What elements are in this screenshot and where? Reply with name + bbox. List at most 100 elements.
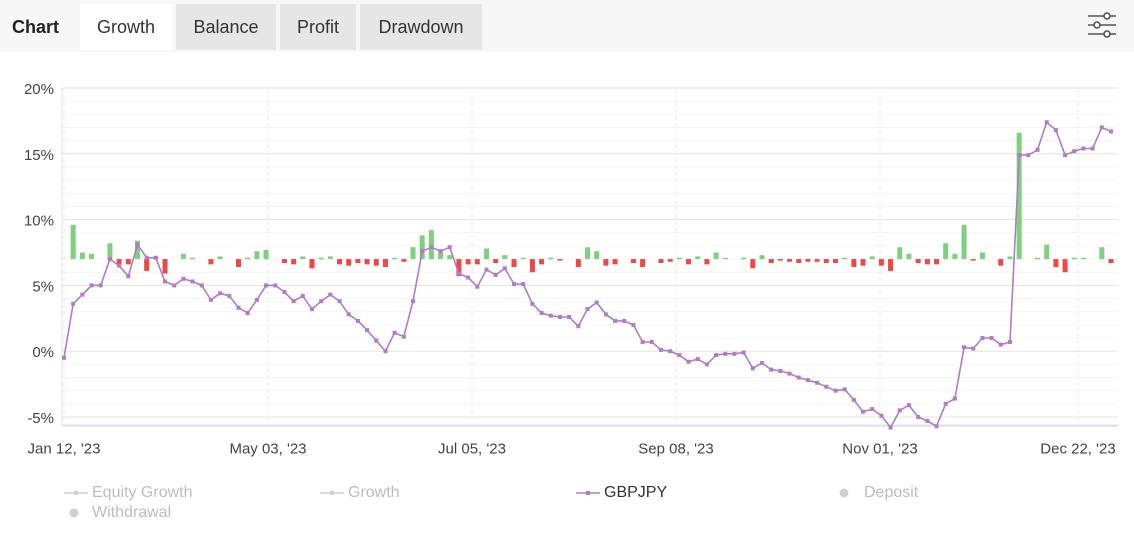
data-point <box>135 242 140 247</box>
legend-label: GBPJPY <box>604 484 668 501</box>
data-point <box>401 334 406 339</box>
data-point <box>1053 128 1058 133</box>
profit-bar-positive <box>722 257 728 260</box>
data-point <box>576 324 581 329</box>
profit-bar-negative <box>291 259 297 265</box>
profit-bar-positive <box>897 247 903 260</box>
profit-bar-negative <box>116 259 122 265</box>
profit-bar-negative <box>750 259 756 269</box>
profit-bar-negative <box>640 259 646 267</box>
profit-bar-positive <box>134 240 140 260</box>
y-tick-label: 0% <box>32 344 54 361</box>
data-point <box>805 378 810 383</box>
data-point <box>328 292 333 297</box>
data-point <box>631 322 636 327</box>
profit-bar-positive <box>1044 244 1050 260</box>
data-point <box>714 353 719 358</box>
data-point <box>622 318 627 323</box>
data-point <box>484 267 489 272</box>
line-marker-icon <box>320 490 344 495</box>
tab-profit[interactable]: Profit <box>280 4 356 50</box>
profit-bar-negative <box>125 259 131 265</box>
profit-bar-negative <box>777 259 783 261</box>
profit-bar-positive <box>1007 256 1013 260</box>
profit-bars <box>70 132 1114 277</box>
x-tick-label: Nov 01, '23 <box>842 441 917 458</box>
data-point <box>723 351 728 356</box>
profit-bar-positive <box>695 256 701 260</box>
profit-bar-positive <box>548 257 554 260</box>
data-point <box>493 272 498 277</box>
legend-item-gbpjpy[interactable]: GBPJPY <box>576 483 667 503</box>
legend-item-equity-growth[interactable]: Equity Growth <box>64 483 192 503</box>
data-point <box>1109 129 1113 134</box>
profit-bar-negative <box>493 259 499 264</box>
data-point <box>1007 339 1012 344</box>
tab-balance[interactable]: Balance <box>176 4 276 50</box>
profit-bar-positive <box>713 252 719 260</box>
profit-bar-positive <box>392 257 398 260</box>
data-point <box>447 245 452 250</box>
profit-bar-positive <box>741 257 747 260</box>
tab-drawdown[interactable]: Drawdown <box>360 4 482 50</box>
profit-bar-negative <box>401 259 407 262</box>
profit-bar-negative <box>456 259 462 277</box>
profit-bar-negative <box>768 259 774 264</box>
data-point <box>787 371 792 376</box>
profit-bar-negative <box>832 259 838 264</box>
data-point <box>62 355 66 360</box>
profit-bar-positive <box>961 224 967 260</box>
data-point <box>851 397 856 402</box>
legend-item-deposit[interactable]: Deposit <box>836 483 918 503</box>
data-point <box>466 275 471 280</box>
data-point <box>815 380 820 385</box>
data-point <box>640 339 645 344</box>
profit-bar-positive <box>428 230 434 260</box>
profit-bar-positive <box>217 256 223 260</box>
data-point <box>411 299 415 304</box>
data-point <box>475 284 480 289</box>
data-point <box>833 388 838 393</box>
gbpjpy-line <box>63 120 1112 429</box>
legend-item-withdrawal[interactable]: Withdrawal <box>64 503 171 523</box>
data-point <box>521 282 526 287</box>
profit-bar-negative <box>337 259 343 265</box>
profit-bar-negative <box>860 259 866 266</box>
profit-bar-negative <box>474 259 480 265</box>
data-point <box>539 311 544 316</box>
profit-bar-positive <box>1035 257 1041 260</box>
sliders-icon[interactable] <box>1086 10 1118 40</box>
profit-bar-positive <box>89 253 95 260</box>
data-point <box>613 318 618 323</box>
data-point <box>172 283 177 288</box>
profit-bar-negative <box>1108 259 1114 264</box>
data-point <box>282 289 287 294</box>
profit-bar-positive <box>759 255 765 260</box>
y-tick-label: 15% <box>24 147 54 164</box>
growth-chart: 20%15%10%5%0%-5% Jan 12, '23 May 03, '23 J… <box>24 81 1118 458</box>
profit-bar-positive <box>318 257 324 260</box>
data-point <box>355 318 360 323</box>
profit-bar-positive <box>419 235 425 260</box>
data-point <box>732 351 737 356</box>
profit-bar-positive <box>676 257 682 260</box>
data-point <box>925 418 930 423</box>
profit-bar-negative <box>346 259 352 266</box>
profit-bar-negative <box>144 259 150 271</box>
profit-bar-positive <box>520 257 526 260</box>
data-point <box>1026 153 1031 158</box>
profit-bar-negative <box>612 259 618 265</box>
profit-bar-negative <box>823 259 829 264</box>
profit-bar-positive <box>483 248 489 260</box>
data-point <box>842 387 847 392</box>
data-point <box>952 396 957 401</box>
data-point <box>1044 120 1049 125</box>
data-point <box>741 350 746 355</box>
data-point <box>181 276 186 281</box>
tab-growth[interactable]: Growth <box>80 4 172 50</box>
data-point <box>144 255 149 260</box>
legend-item-growth[interactable]: Growth <box>320 483 400 503</box>
x-tick-label: Jul 05, '23 <box>438 441 506 458</box>
data-point <box>117 263 122 268</box>
data-point <box>236 305 241 310</box>
